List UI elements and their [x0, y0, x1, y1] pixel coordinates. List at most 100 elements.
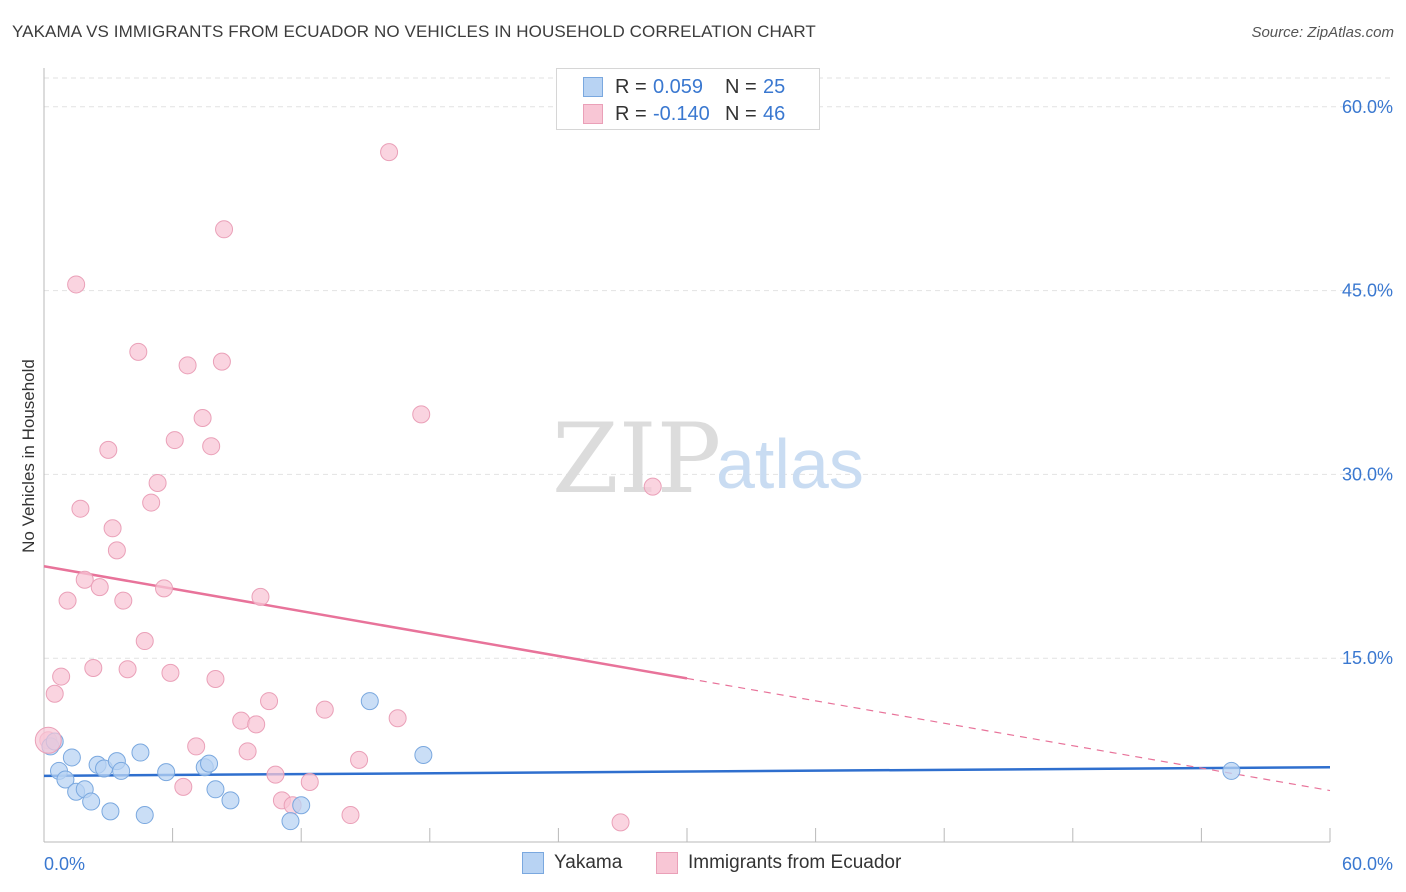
series-legend-yakama: Yakama: [522, 852, 622, 874]
point-yakama: [221, 791, 240, 810]
point-ecuador: [161, 663, 180, 682]
point-ecuador: [52, 667, 71, 686]
legend-n-value: 25: [763, 75, 786, 98]
legend-swatch-yakama: [583, 77, 603, 97]
point-ecuador: [341, 806, 360, 825]
chart-title: YAKAMA VS IMMIGRANTS FROM ECUADOR NO VEH…: [12, 22, 816, 41]
point-ecuador: [107, 541, 126, 560]
point-ecuador: [99, 440, 118, 459]
x-tick-label: 60.0%: [1342, 854, 1393, 874]
y-axis-label: No Vehicles in Household: [19, 359, 38, 553]
legend-swatch-ecuador: [583, 104, 603, 124]
legend-r-label: R =: [615, 75, 647, 98]
point-ecuador: [178, 356, 197, 375]
point-ecuador: [129, 342, 148, 361]
point-ecuador: [300, 772, 319, 791]
point-yakama: [360, 692, 379, 711]
trend-line-ecuador: [43, 565, 688, 680]
point-ecuador: [266, 765, 285, 784]
watermark: ZIP atlas: [552, 403, 864, 515]
y-tick-label: 60.0%: [1342, 97, 1393, 117]
y-tick-label: 15.0%: [1342, 648, 1393, 668]
point-ecuador: [58, 591, 77, 610]
gridlines: [44, 77, 1392, 659]
series-swatch-ecuador: [656, 852, 678, 874]
point-ecuador: [611, 813, 630, 832]
trend-line-ecuador-projection: [686, 677, 1331, 792]
point-ecuador: [90, 578, 109, 597]
point-ecuador: [380, 143, 399, 162]
point-ecuador: [232, 711, 251, 730]
point-ecuador: [388, 709, 407, 728]
point-ecuador: [67, 275, 86, 294]
axes: [43, 68, 1331, 843]
legend-row-ecuador: R = -0.140 N = 46: [583, 102, 785, 126]
series-legend-ecuador: Immigrants from Ecuador: [656, 852, 901, 874]
legend-r-value: -0.140: [653, 102, 710, 125]
point-ecuador: [238, 742, 257, 761]
point-yakama: [206, 780, 225, 799]
point-yakama: [82, 792, 101, 811]
point-yakama: [62, 748, 81, 767]
point-ecuador: [45, 684, 64, 703]
point-ecuador: [155, 579, 174, 598]
point-ecuador: [84, 658, 103, 677]
point-ecuador: [260, 692, 279, 711]
point-ecuador: [114, 591, 133, 610]
tick-labels: 15.0% 30.0% 45.0% 60.0% 0.0% 60.0%: [44, 97, 1393, 874]
point-ecuador: [350, 750, 369, 769]
y-tick-label: 30.0%: [1342, 464, 1393, 484]
trend-lines: [43, 565, 1331, 792]
point-ecuador: [247, 715, 266, 734]
point-ecuador: [71, 499, 90, 518]
legend-n-value: 46: [763, 102, 786, 125]
x-tick-label: 0.0%: [44, 854, 85, 874]
point-yakama: [1222, 761, 1241, 780]
point-ecuador: [251, 587, 270, 606]
source-label: Source: ZipAtlas.com: [1251, 24, 1394, 41]
point-yakama: [131, 743, 150, 762]
point-yakama: [200, 754, 219, 773]
point-ecuador: [412, 405, 431, 424]
point-ecuador: [206, 670, 225, 689]
series-swatch-yakama: [522, 852, 544, 874]
trend-line-yakama: [43, 766, 1331, 778]
point-ecuador: [165, 431, 184, 450]
point-yakama: [135, 806, 154, 825]
series-label-yakama: Yakama: [554, 852, 623, 873]
point-ecuador: [75, 570, 94, 589]
point-ecuador: [142, 493, 161, 512]
point-ecuador: [202, 437, 221, 456]
point-ecuador: [193, 409, 212, 428]
point-ecuador: [215, 220, 234, 239]
point-ecuador: [174, 777, 193, 796]
point-yakama: [112, 761, 131, 780]
point-yakama: [157, 763, 176, 782]
point-ecuador: [315, 700, 334, 719]
legend-r-label: R =: [615, 102, 647, 125]
point-yakama: [281, 812, 300, 831]
data-points: [34, 143, 1241, 832]
point-ecuador: [148, 473, 167, 492]
legend-n-label: N =: [725, 75, 757, 98]
legend-row-yakama: R = 0.059 N = 25: [583, 75, 785, 99]
legend-r-value: 0.059: [653, 75, 704, 98]
point-yakama: [101, 802, 120, 821]
point-yakama: [56, 770, 75, 789]
series-legend: Yakama Immigrants from Ecuador: [0, 852, 1406, 878]
series-label-ecuador: Immigrants from Ecuador: [688, 852, 902, 873]
point-ecuador: [103, 519, 122, 538]
watermark-zip: ZIP: [552, 403, 721, 515]
y-tick-label: 45.0%: [1342, 281, 1393, 301]
correlation-legend: R = 0.059 N = 25 R = -0.140 N = 46: [556, 68, 820, 130]
point-ecuador: [212, 352, 231, 371]
point-yakama: [292, 796, 311, 815]
watermark-atlas: atlas: [716, 425, 864, 503]
point-ecuador: [135, 632, 154, 651]
point-yakama: [414, 745, 433, 764]
point-ecuador: [643, 477, 662, 496]
point-ecuador: [118, 660, 137, 679]
point-ecuador: [187, 737, 206, 756]
legend-n-label: N =: [725, 102, 757, 125]
